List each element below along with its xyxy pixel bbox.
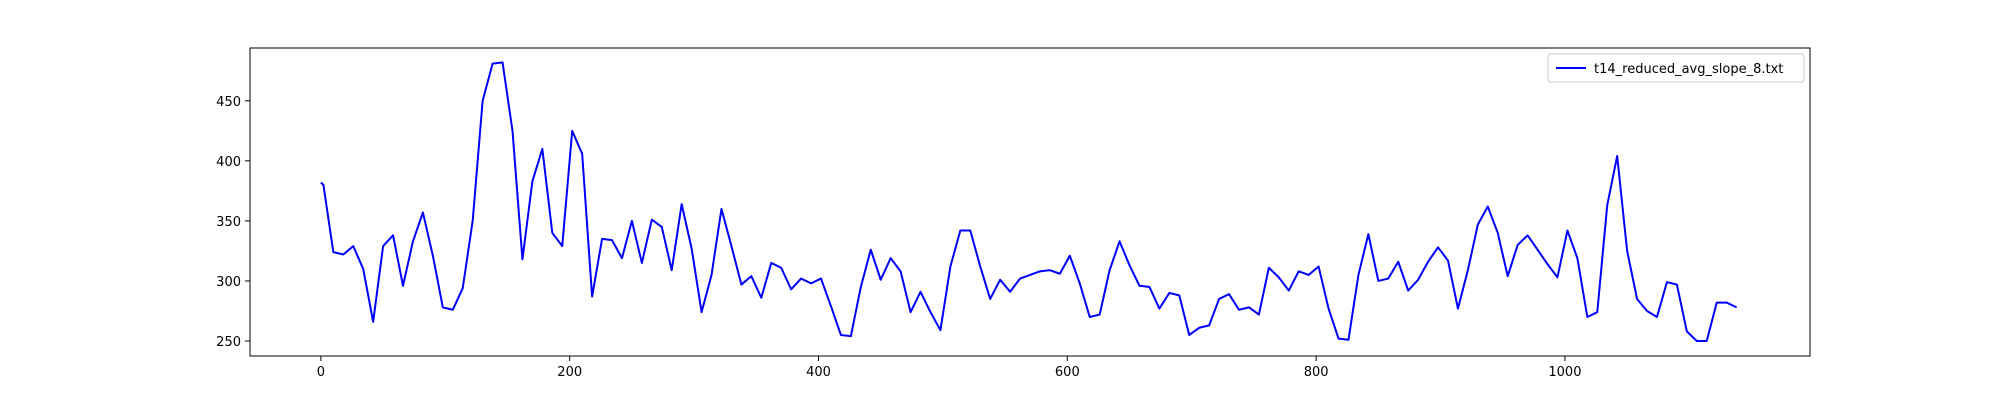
y-axis-ticks: 250 300 350 400 450: [216, 95, 250, 350]
series-line-0: [320, 61, 1738, 342]
y-tick-label-2: 350: [216, 215, 241, 230]
y-tick-label-1: 300: [216, 275, 241, 290]
x-tick-label-3: 600: [1055, 365, 1080, 380]
legend-box: [1547, 53, 1805, 83]
series-layer: [320, 61, 1738, 342]
x-axis-ticks: 0 200 400 600 800 1000: [317, 356, 1581, 380]
plot-frame: [249, 47, 1811, 357]
legend-label-0: t14_reduced_avg_slope_8.txt: [1594, 62, 1783, 77]
legend: t14_reduced_avg_slope_8.txt: [1547, 53, 1805, 83]
x-tick-label-2: 400: [806, 365, 831, 380]
x-tick-label-5: 1000: [1548, 365, 1581, 380]
y-tick-label-0: 250: [216, 335, 241, 350]
x-tick-label-4: 800: [1304, 365, 1329, 380]
x-tick-label-0: 0: [317, 365, 325, 380]
x-tick-label-1: 200: [557, 365, 582, 380]
y-tick-label-4: 450: [216, 95, 241, 110]
y-tick-label-3: 400: [216, 155, 241, 170]
